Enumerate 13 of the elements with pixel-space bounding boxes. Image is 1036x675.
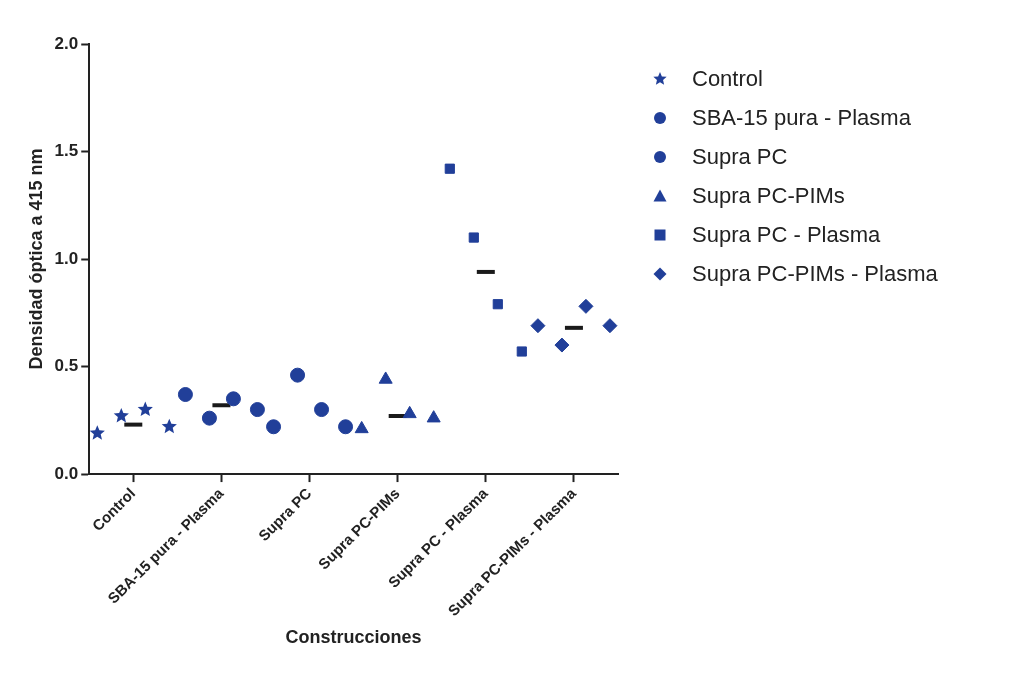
legend-label: Supra PC [692,144,788,170]
y-axis-title: Densidad óptica a 415 nm [25,148,46,370]
y-tick-label: 2.0 [54,33,79,53]
y-tick-label: 0.5 [54,356,79,376]
legend-label: Supra PC - Plasma [692,222,881,248]
legend-label: Supra PC-PIMs - Plasma [692,261,938,287]
y-tick-label: 1.0 [54,248,79,268]
y-tick-label: 0.0 [54,463,79,483]
legend-label: Supra PC-PIMs [692,183,845,209]
y-tick-label: 1.5 [54,141,79,161]
legend-label: SBA-15 pura - Plasma [692,105,911,131]
legend-label: Control [692,66,763,92]
x-axis-title: Construcciones [285,627,422,648]
